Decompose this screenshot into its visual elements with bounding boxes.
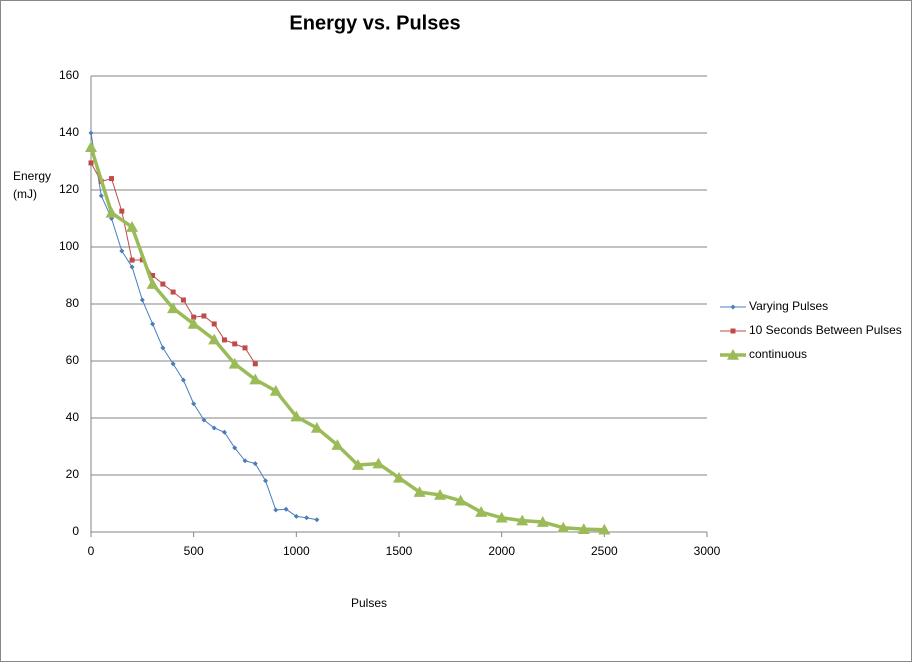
marker bbox=[232, 341, 238, 347]
marker bbox=[139, 297, 145, 303]
marker bbox=[252, 361, 258, 367]
marker bbox=[119, 248, 125, 254]
marker bbox=[454, 494, 467, 506]
x-tick-label: 2500 bbox=[591, 544, 618, 558]
marker bbox=[211, 425, 217, 431]
marker bbox=[536, 516, 549, 527]
marker bbox=[180, 297, 186, 303]
marker bbox=[191, 401, 197, 407]
marker bbox=[167, 302, 180, 314]
marker bbox=[557, 521, 570, 533]
x-tick-label: 500 bbox=[184, 544, 204, 558]
marker bbox=[129, 264, 135, 270]
legend-label: Varying Pulses bbox=[749, 299, 828, 313]
x-axis-label: Pulses bbox=[351, 596, 387, 610]
y-axis-label: Energy bbox=[13, 169, 51, 183]
y-tick-label: 140 bbox=[59, 125, 79, 139]
marker bbox=[283, 506, 289, 512]
marker bbox=[208, 333, 221, 345]
marker bbox=[126, 221, 139, 232]
marker bbox=[150, 321, 156, 327]
legend-label: 10 Seconds Between Pulses bbox=[749, 323, 902, 337]
y-tick-label: 0 bbox=[72, 524, 79, 538]
marker bbox=[211, 321, 217, 327]
marker bbox=[304, 515, 310, 521]
marker bbox=[263, 478, 269, 484]
x-tick-label: 3000 bbox=[694, 544, 721, 558]
y-tick-label: 40 bbox=[66, 410, 80, 424]
marker bbox=[252, 461, 258, 467]
marker bbox=[191, 314, 197, 320]
marker bbox=[105, 206, 118, 218]
marker bbox=[413, 486, 426, 497]
marker bbox=[180, 377, 186, 383]
marker bbox=[221, 337, 227, 343]
marker bbox=[98, 193, 104, 199]
x-tick-label: 1000 bbox=[283, 544, 310, 558]
marker bbox=[88, 130, 94, 136]
legend-marker bbox=[730, 328, 736, 334]
y-axis-label: (mJ) bbox=[13, 187, 37, 201]
marker bbox=[269, 384, 282, 396]
marker bbox=[310, 421, 323, 433]
chart-title: Energy vs. Pulses bbox=[289, 12, 460, 34]
marker bbox=[434, 488, 447, 500]
marker bbox=[170, 361, 176, 367]
marker bbox=[290, 410, 303, 422]
marker bbox=[88, 160, 94, 166]
marker bbox=[393, 471, 405, 483]
marker bbox=[314, 517, 320, 523]
marker bbox=[221, 429, 227, 435]
x-tick-label: 1500 bbox=[386, 544, 413, 558]
y-tick-label: 80 bbox=[66, 296, 80, 310]
marker bbox=[331, 439, 344, 450]
marker bbox=[228, 357, 241, 369]
marker bbox=[160, 345, 166, 351]
marker bbox=[372, 457, 385, 469]
x-tick-label: 2000 bbox=[488, 544, 515, 558]
marker bbox=[85, 141, 97, 153]
marker bbox=[516, 514, 529, 526]
y-tick-label: 60 bbox=[66, 353, 80, 367]
marker bbox=[475, 506, 488, 517]
x-tick-label: 0 bbox=[88, 544, 95, 558]
marker bbox=[232, 445, 238, 451]
legend-marker bbox=[727, 349, 739, 360]
marker bbox=[351, 459, 364, 470]
marker bbox=[201, 417, 207, 423]
y-tick-label: 160 bbox=[59, 68, 79, 82]
legend-label: continuous bbox=[749, 347, 807, 361]
marker bbox=[293, 513, 299, 519]
marker bbox=[242, 458, 248, 464]
marker bbox=[242, 345, 248, 351]
marker bbox=[129, 257, 135, 263]
marker bbox=[201, 313, 207, 319]
marker bbox=[146, 278, 159, 289]
marker bbox=[160, 281, 166, 287]
marker bbox=[119, 208, 125, 214]
y-tick-label: 20 bbox=[66, 467, 80, 481]
marker bbox=[577, 523, 590, 534]
marker bbox=[187, 317, 200, 329]
y-tick-label: 120 bbox=[59, 182, 79, 196]
marker bbox=[170, 289, 176, 295]
marker bbox=[109, 176, 115, 182]
y-tick-label: 100 bbox=[59, 239, 79, 253]
marker bbox=[150, 273, 156, 278]
legend-marker bbox=[730, 304, 736, 310]
marker bbox=[598, 523, 611, 535]
marker bbox=[249, 373, 262, 385]
marker bbox=[495, 511, 508, 523]
marker bbox=[273, 507, 279, 513]
